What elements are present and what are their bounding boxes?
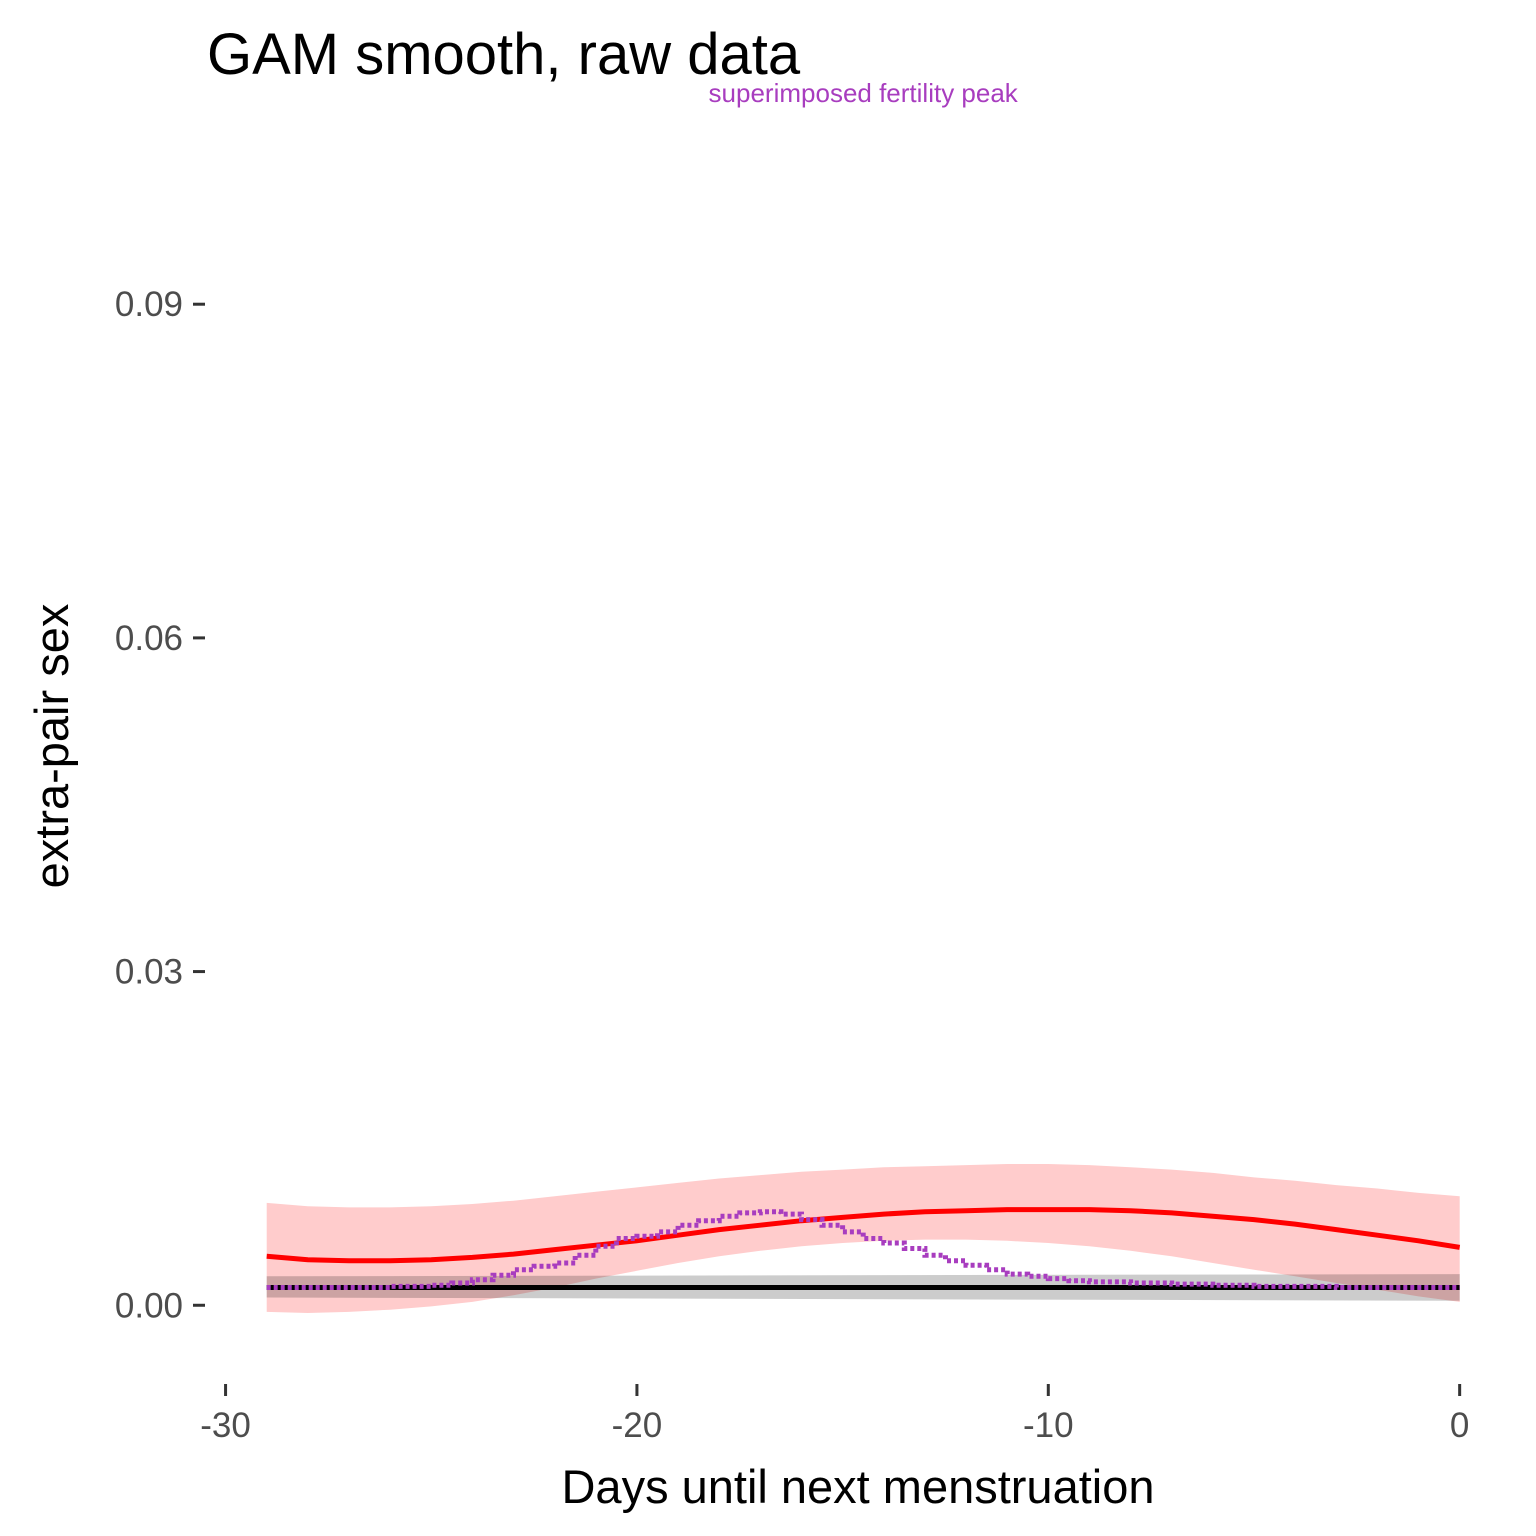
x-tick-label: 0 bbox=[1450, 1406, 1469, 1445]
y-tick-label: 0.03 bbox=[115, 953, 183, 992]
x-axis-title: Days until next menstruation bbox=[561, 1460, 1154, 1513]
y-tick-label: 0.00 bbox=[115, 1286, 183, 1325]
fertility-peak-line bbox=[266, 1209, 1460, 1290]
x-tick-label: -20 bbox=[612, 1406, 663, 1445]
fertility-peak-annotation: superimposed fertility peak bbox=[709, 78, 1019, 108]
y-axis-title: extra-pair sex bbox=[25, 604, 78, 889]
gam-smooth-line bbox=[266, 1207, 1461, 1264]
x-tick-label: -10 bbox=[1023, 1406, 1074, 1445]
chart-title: GAM smooth, raw data bbox=[207, 22, 801, 87]
y-tick-label: 0.09 bbox=[115, 285, 183, 324]
smooth-confidence-band bbox=[266, 1164, 1460, 1313]
axes: 0.00 0.03 0.06 0.09 -30 -20 -10 0 bbox=[115, 285, 1470, 1445]
plot-area bbox=[266, 1164, 1461, 1313]
x-tick-label: -30 bbox=[200, 1406, 251, 1445]
y-tick-label: 0.06 bbox=[115, 619, 183, 658]
